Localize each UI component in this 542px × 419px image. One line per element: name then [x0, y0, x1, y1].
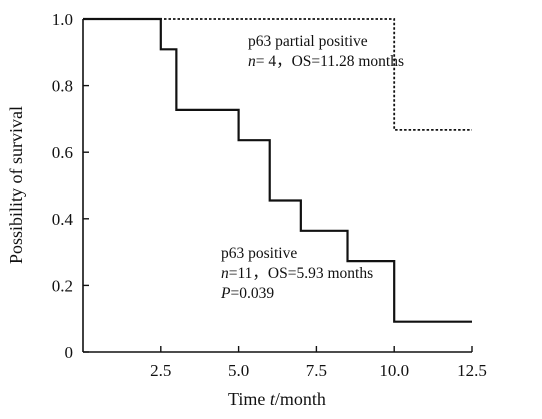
- x-axis-title-var: t: [270, 389, 276, 409]
- annotation-positive-stats: n=11，OS=5.93 months: [221, 265, 373, 282]
- annotation-partial-n-var: n: [248, 53, 256, 70]
- x-tick-label: 7.5: [306, 361, 327, 380]
- annotation-p-value: P=0.039: [220, 285, 274, 302]
- annotation-partial-n-text: = 4，OS=11.28 months: [256, 53, 404, 70]
- annotation-positive-label: p63 positive: [221, 245, 297, 262]
- x-tick-label: 2.5: [150, 361, 171, 380]
- annotation-positive-n-text: =11，OS=5.93 months: [229, 265, 373, 282]
- y-ticks: 0 0.2 0.4 0.6 0.8 1.0: [52, 10, 89, 362]
- x-tick-label: 10.0: [379, 361, 409, 380]
- x-axis-title-prefix: Time: [228, 389, 270, 409]
- x-tick-label: 5.0: [228, 361, 249, 380]
- y-tick-label: 0.2: [52, 276, 73, 295]
- y-axis-title: Possibility of survival: [6, 106, 26, 264]
- annotation-partial-label: p63 partial positive: [248, 33, 368, 50]
- x-tick-label: 12.5: [457, 361, 487, 380]
- series-layer: [83, 17, 472, 323]
- annotation-p-var: P: [220, 285, 231, 302]
- axes: [82, 19, 472, 353]
- series-line-positive: [83, 17, 472, 323]
- y-tick-label: 0: [65, 343, 74, 362]
- x-ticks: 2.5 5.0 7.5 10.0 12.5: [150, 346, 487, 380]
- y-tick-label: 0.8: [52, 77, 73, 96]
- annotation-p-text: =0.039: [230, 285, 274, 302]
- x-axis-title-suffix: /month: [275, 389, 326, 409]
- annotation-positive-n-var: n: [221, 265, 229, 282]
- y-tick-label: 0.4: [52, 210, 74, 229]
- series-line-partial-positive: [83, 18, 472, 131]
- y-tick-label: 1.0: [52, 10, 73, 29]
- annotation-partial-stats: n= 4，OS=11.28 months: [248, 53, 404, 70]
- y-tick-label: 0.6: [52, 143, 73, 162]
- x-axis-title: Time t/month: [228, 389, 326, 409]
